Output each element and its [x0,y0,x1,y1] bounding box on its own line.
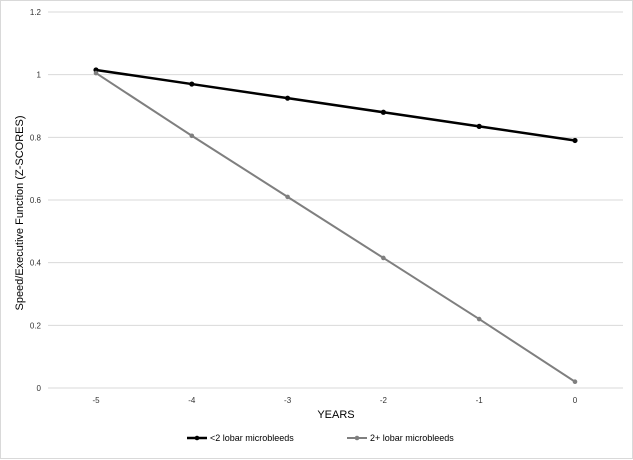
y-tick-label: 0.8 [30,133,42,142]
y-axis-tick-labels: 0 0.2 0.4 0.6 0.8 1 1.2 [30,8,42,393]
x-tick-label: -1 [476,396,484,405]
x-tick-label: -2 [380,396,388,405]
y-tick-label: 0.6 [30,196,42,205]
legend: <2 lobar microbleeds 2+ lobar microbleeds [187,433,454,443]
y-tick-label: 0 [37,384,42,393]
legend-label: <2 lobar microbleeds [210,433,294,443]
data-point [380,109,386,115]
y-axis-title: Speed/Executive Function (Z-SCORES) [14,115,26,310]
data-point [189,81,195,87]
data-point [381,255,386,261]
series-line [95,72,576,383]
x-axis-tick-labels: -5 -4 -3 -2 -1 0 [92,396,577,405]
y-tick-label: 0.2 [30,321,42,330]
y-tick-label: 1.2 [30,8,42,17]
x-tick-label: -5 [92,396,100,405]
series-lines [93,67,578,385]
data-point [285,194,290,200]
x-tick-label: -3 [284,396,292,405]
series-line [95,68,576,142]
legend-label: 2+ lobar microbleeds [370,433,454,443]
data-point [285,95,291,101]
x-tick-label: 0 [573,396,578,405]
data-point [476,316,482,322]
y-tick-label: 1 [37,71,42,80]
data-point [572,379,578,385]
x-tick-label: -4 [188,396,196,405]
y-tick-label: 0.4 [30,259,42,268]
gridlines [48,11,623,389]
data-point [572,137,578,144]
data-point [476,123,482,129]
x-axis-title: YEARS [317,409,354,421]
data-point [93,70,99,76]
data-point [189,133,195,139]
legend-marker [354,435,360,441]
legend-marker [194,435,200,441]
